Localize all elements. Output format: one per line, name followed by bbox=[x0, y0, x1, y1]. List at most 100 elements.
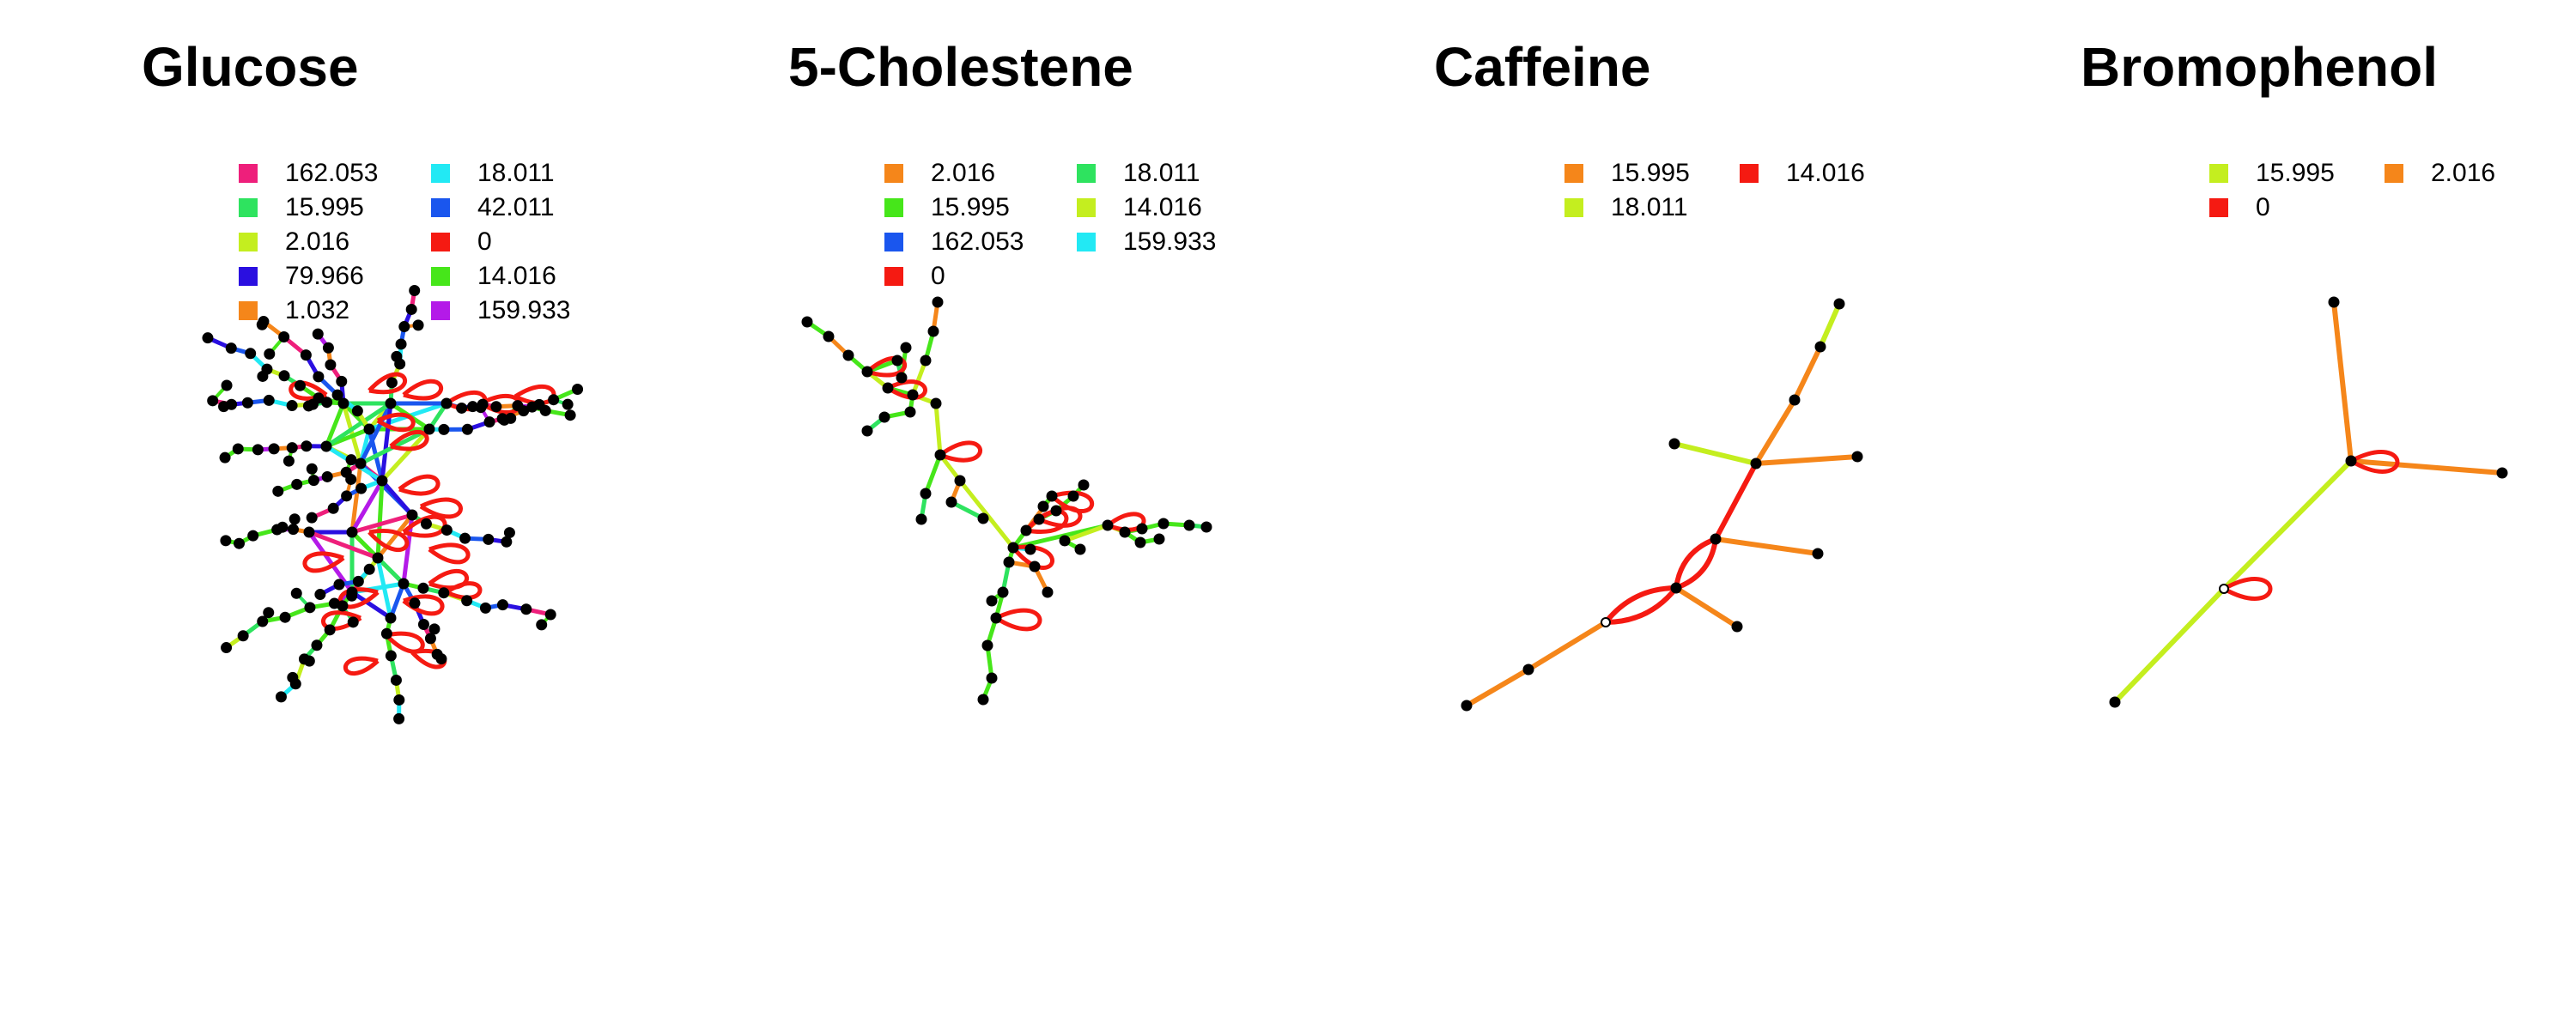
legend-item: 159.933 bbox=[431, 297, 603, 324]
node bbox=[934, 449, 946, 461]
edge bbox=[1674, 536, 1717, 589]
node bbox=[1153, 533, 1165, 545]
self-loop-edge bbox=[428, 568, 470, 591]
legend-item: 162.053 bbox=[884, 228, 1056, 256]
node bbox=[372, 552, 384, 564]
legend-swatch bbox=[2209, 198, 2228, 217]
self-loop-edge bbox=[2222, 577, 2273, 601]
node bbox=[1037, 500, 1049, 512]
node bbox=[420, 518, 432, 530]
node bbox=[283, 455, 295, 467]
node bbox=[536, 619, 548, 631]
self-loop-edge bbox=[994, 608, 1042, 632]
node bbox=[986, 672, 998, 684]
legend-swatch bbox=[239, 164, 258, 183]
node bbox=[412, 319, 424, 331]
node bbox=[263, 607, 275, 619]
edge bbox=[1792, 344, 1823, 403]
node bbox=[435, 653, 447, 665]
legend-swatch bbox=[239, 198, 258, 217]
node bbox=[346, 526, 358, 538]
edge bbox=[1605, 586, 1679, 625]
node bbox=[1731, 621, 1743, 633]
node bbox=[385, 397, 397, 409]
legend-swatch bbox=[431, 301, 450, 320]
node bbox=[276, 521, 289, 533]
node bbox=[1007, 542, 1019, 554]
node bbox=[503, 527, 515, 539]
legend-swatch bbox=[2385, 164, 2403, 183]
node bbox=[1024, 543, 1036, 555]
edge bbox=[375, 512, 415, 560]
legend-label: 15.995 bbox=[285, 193, 364, 221]
node bbox=[483, 533, 495, 545]
node bbox=[301, 440, 313, 452]
edge bbox=[358, 401, 393, 466]
panel-cholestene: 5-Cholestene bbox=[788, 0, 1441, 772]
legend-swatch bbox=[1740, 164, 1759, 183]
node bbox=[1033, 513, 1045, 525]
legend-label: 162.053 bbox=[285, 159, 379, 187]
node bbox=[221, 379, 233, 391]
node bbox=[264, 348, 276, 360]
legend-label: 0 bbox=[477, 227, 492, 256]
node bbox=[202, 332, 214, 344]
node bbox=[932, 296, 944, 308]
edge bbox=[1753, 397, 1797, 466]
node bbox=[440, 397, 453, 409]
node bbox=[1078, 479, 1090, 491]
legend-label: 0 bbox=[931, 262, 945, 290]
node bbox=[900, 342, 912, 354]
graph-glucose bbox=[202, 285, 584, 724]
node bbox=[325, 359, 337, 371]
node bbox=[526, 401, 538, 413]
node bbox=[314, 589, 326, 601]
node bbox=[313, 371, 325, 383]
self-loop-edge bbox=[302, 551, 345, 573]
node bbox=[2328, 296, 2340, 308]
edge bbox=[380, 478, 415, 518]
panel-glucose: Glucose bbox=[142, 0, 794, 772]
node bbox=[234, 537, 246, 549]
node bbox=[461, 595, 473, 607]
legend-label: 79.966 bbox=[285, 262, 364, 290]
node bbox=[385, 650, 397, 662]
legend-item: 0 bbox=[2209, 194, 2364, 221]
edge bbox=[1674, 538, 1718, 591]
node bbox=[1119, 526, 1131, 538]
edge bbox=[375, 478, 385, 560]
node bbox=[954, 475, 966, 487]
node bbox=[363, 423, 375, 435]
node bbox=[290, 587, 302, 599]
node bbox=[997, 586, 1009, 598]
node bbox=[438, 587, 450, 599]
node bbox=[1183, 519, 1195, 531]
node bbox=[977, 694, 989, 706]
node bbox=[477, 398, 489, 410]
legend-item: 14.016 bbox=[1077, 194, 1249, 221]
legend-label: 18.011 bbox=[1611, 193, 1688, 221]
node bbox=[1812, 548, 1824, 560]
node bbox=[896, 372, 908, 384]
edge bbox=[349, 512, 415, 535]
edge bbox=[375, 555, 406, 586]
node bbox=[927, 325, 939, 337]
node bbox=[221, 642, 233, 654]
node bbox=[891, 354, 903, 367]
node bbox=[363, 563, 375, 575]
legend-item: 18.011 bbox=[1077, 160, 1249, 187]
legend-swatch bbox=[884, 164, 903, 183]
node bbox=[306, 463, 318, 475]
legend-label: 0 bbox=[2256, 193, 2270, 221]
node bbox=[331, 389, 343, 401]
node bbox=[428, 623, 440, 635]
node bbox=[544, 609, 556, 621]
node bbox=[1710, 533, 1722, 545]
node bbox=[861, 425, 873, 437]
legend-label: 42.011 bbox=[477, 193, 555, 221]
node bbox=[390, 674, 402, 686]
edge bbox=[1753, 454, 1860, 466]
panel-title-glucose: Glucose bbox=[142, 36, 359, 98]
panel-title-caffeine: Caffeine bbox=[1434, 36, 1651, 98]
node bbox=[321, 470, 333, 482]
